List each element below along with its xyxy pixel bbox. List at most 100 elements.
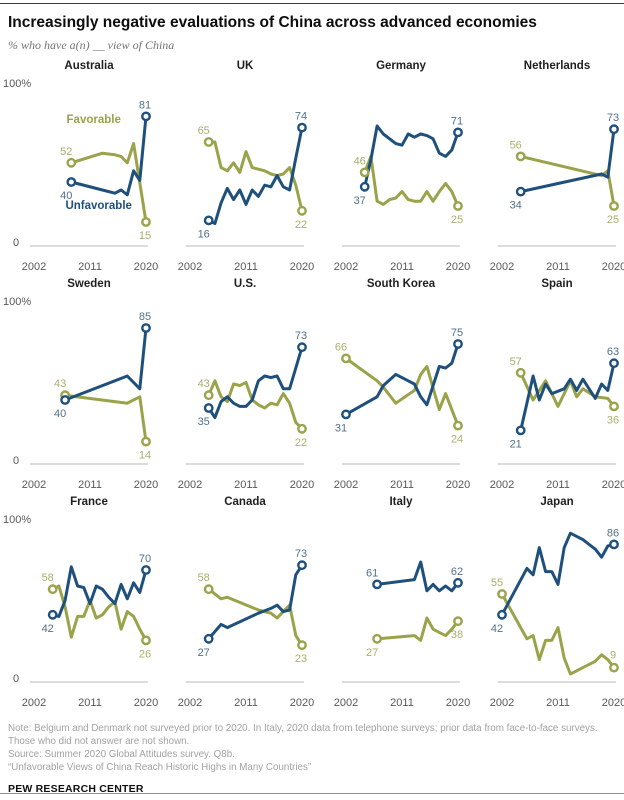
x-tick-label: 2002 [489,697,515,709]
favorable-line [519,154,616,208]
favorable-line [207,587,304,647]
chart-title-japan: Japan [540,496,574,508]
unfavorable-end-value-label: 70 [139,553,151,565]
unfavorable-endpoint-marker [203,633,214,644]
favorable-endpoint-marker [341,353,351,364]
favorable-start-value-label: 56 [510,139,522,151]
unfavorable-start-value-label: 35 [198,416,210,428]
unfavorable-endpoint-marker [60,395,70,405]
series-label-favorable: Favorable [67,114,121,126]
unfavorable-end-value-label: 86 [607,527,619,539]
unfavorable-line [519,127,616,194]
x-tick-label: 2020 [445,261,471,273]
chart-plot-spain: 57 36 21 63 [468,296,624,478]
chart-svg-netherlands: 56 25 34 73 [498,112,619,247]
favorable-start-value-label: 52 [60,146,72,158]
favorable-start-value-label: 27 [366,647,378,659]
favorable-line [500,592,616,676]
favorable-start-value-label: 66 [335,341,347,353]
favorable-line [69,142,148,224]
x-tick-label: 2020 [445,697,471,709]
favorable-endpoint-marker [141,217,151,227]
unfavorable-endpoint-marker [515,186,526,197]
favorable-endpoint-marker [297,205,307,216]
unfavorable-endpoint-marker [453,577,463,588]
x-tick-label: 2020 [289,261,315,273]
favorable-endpoint-marker [609,201,619,211]
x-tick-label: 2002 [333,261,359,273]
unfavorable-endpoint-marker [497,609,507,620]
x-axis-labels: 2002 2011 2020 [0,260,158,278]
chart-title-australia: Australia [64,60,114,72]
x-tick-label: 2002 [21,261,47,273]
favorable-start-value-label: 43 [54,378,66,390]
x-tick-label: 2002 [21,479,47,491]
chart-plot-canada: 58 23 27 73 [156,514,312,696]
chart-panel-australia: Australia 100% 0 52 15 40 81 Favorable Unfavo… [0,60,158,278]
x-axis-labels: 2002 2011 2020 [468,478,624,496]
y-axis-top-label: 100% [3,78,32,90]
y-axis-zero-label: 0 [13,237,20,249]
unfavorable-endpoint-marker [515,425,526,436]
unfavorable-endpoint-marker [141,565,151,575]
chart-title-netherlands: Netherlands [523,60,591,72]
unfavorable-start-value-label: 42 [491,623,503,635]
note-text: Note: Belgium and Denmark not surveyed p… [8,723,598,747]
x-axis-labels: 2002 2011 2020 [468,260,624,278]
x-tick-label: 2020 [601,479,624,491]
y-axis-top-label: 100% [3,514,32,526]
chart-plot-netherlands: 56 25 34 73 [468,78,624,260]
favorable-line [51,584,148,642]
favorable-start-value-label: 58 [198,572,210,584]
x-axis-labels: 2002 2011 2020 [468,696,624,714]
unfavorable-endpoint-marker [141,111,151,122]
chart-svg-germany: 46 25 37 71 [342,115,463,247]
chart-title-south-korea: South Korea [366,278,436,290]
x-tick-label: 2020 [133,479,159,491]
unfavorable-line [63,326,148,402]
x-tick-label: 2011 [390,479,414,491]
x-tick-label: 2011 [234,479,258,491]
chart-plot-south-korea: 66 24 31 75 [312,296,468,478]
favorable-endpoint-marker [453,616,463,627]
chart-title-germany: Germany [376,60,426,72]
unfavorable-start-value-label: 37 [354,195,366,207]
unfavorable-line [207,563,304,641]
x-tick-label: 2011 [78,479,102,491]
x-tick-label: 2002 [21,697,47,709]
chart-title-sweden: Sweden [67,278,111,290]
unfavorable-endpoint-marker [297,342,307,353]
favorable-line [207,140,304,213]
x-tick-label: 2011 [234,261,258,273]
unfavorable-start-value-label: 21 [510,438,522,450]
unfavorable-line [375,560,460,593]
favorable-endpoint-marker [297,640,307,651]
unfavorable-line [363,124,460,189]
chart-svg-uk: 65 22 16 74 [186,111,307,247]
unfavorable-end-value-label: 73 [295,330,307,342]
brand-pew-research-center: PEW RESEARCH CENTER [8,783,144,795]
favorable-endpoint-marker [609,401,619,412]
favorable-end-value-label: 38 [451,629,463,641]
x-tick-label: 2011 [546,479,570,491]
unfavorable-end-value-label: 73 [607,112,619,124]
favorable-end-value-label: 14 [139,450,151,462]
unfavorable-end-value-label: 85 [139,311,151,323]
unfavorable-start-value-label: 42 [42,623,54,635]
chart-plot-italy: 27 38 61 62 [312,514,468,696]
favorable-endpoint-marker [372,633,382,644]
chart-plot-australia: 100% 0 52 15 40 81 Favorable Unfavorable [0,78,156,260]
favorable-end-value-label: 25 [607,214,619,226]
x-tick-label: 2020 [445,479,471,491]
chart-panel-us: U.S. 43 22 35 73 2002 2011 2020 [156,278,314,496]
x-axis-labels: 2002 2011 2020 [0,696,158,714]
report-title-text: “Unfavorable Views of China Reach Histor… [8,762,312,773]
unfavorable-line [207,126,304,226]
favorable-endpoint-marker [609,662,619,673]
favorable-start-value-label: 57 [510,356,522,368]
favorable-endpoint-marker [359,167,370,178]
x-tick-label: 2002 [177,261,203,273]
favorable-start-value-label: 46 [354,155,366,167]
chart-svg-japan: 55 9 42 86 [491,527,619,683]
chart-panel-south-korea: South Korea 66 24 31 75 2002 2011 2020 [312,278,471,496]
